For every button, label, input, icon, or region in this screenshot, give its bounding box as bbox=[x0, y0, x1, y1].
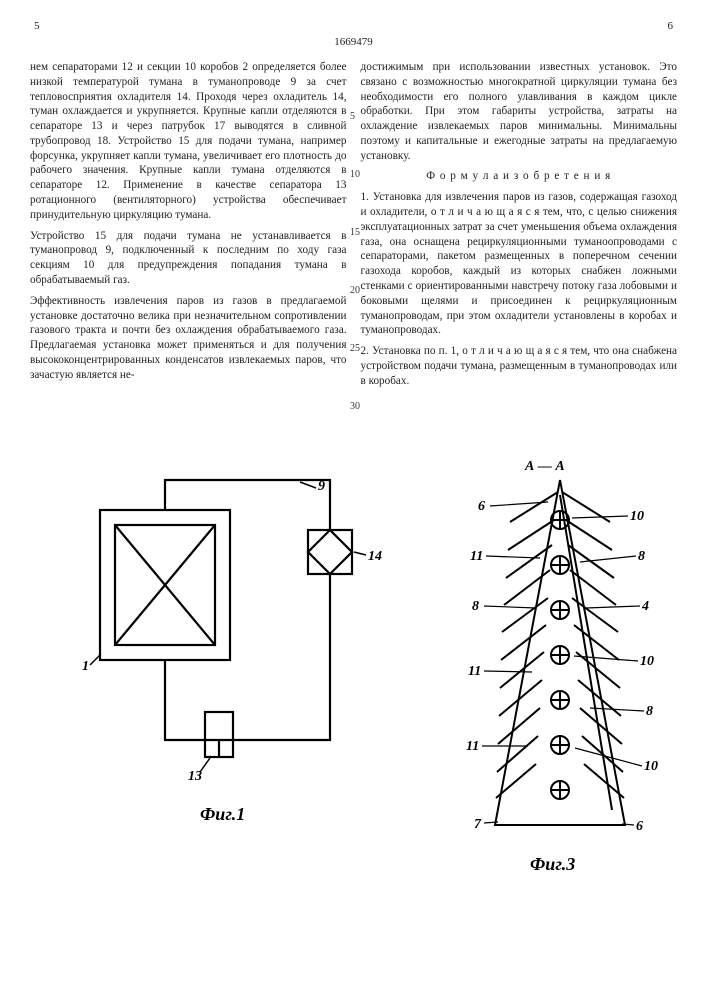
col1-para2: Устройство 15 для подачи тумана не устан… bbox=[30, 229, 347, 288]
section-label: А — А bbox=[524, 459, 565, 474]
ln: 25 bbox=[350, 344, 360, 354]
figures-area: 1 9 14 13 Фиг.1 А — А bbox=[30, 420, 677, 960]
co: 10 bbox=[640, 654, 654, 669]
claim-1: 1. Установка для извлечения паров из газ… bbox=[361, 190, 678, 338]
co: 8 bbox=[638, 549, 645, 564]
label-9: 9 bbox=[318, 479, 325, 494]
ln: 10 bbox=[350, 170, 360, 180]
co: 7 bbox=[474, 817, 482, 832]
co: 6 bbox=[478, 499, 485, 514]
claim-2: 2. Установка по п. 1, о т л и ч а ю щ а … bbox=[361, 344, 678, 388]
co: 6 bbox=[636, 819, 643, 834]
col1-para1: нем сепараторами 12 и секции 10 коробов … bbox=[30, 60, 347, 223]
co: 11 bbox=[466, 739, 479, 754]
page-num-left: 5 bbox=[34, 20, 40, 32]
page-num-right: 6 bbox=[668, 20, 674, 32]
ln: 5 bbox=[350, 112, 360, 122]
fig3-caption: Фиг.3 bbox=[530, 854, 575, 874]
header-row: 5 6 bbox=[30, 20, 677, 32]
col2-para1: достижимым при использовании известных у… bbox=[361, 60, 678, 163]
patent-number: 1669479 bbox=[30, 36, 677, 48]
formula-title: Ф о р м у л а и з о б р е т е н и я bbox=[361, 169, 678, 184]
column-right: достижимым при использовании известных у… bbox=[361, 60, 678, 420]
figure-1: 1 9 14 13 Фиг.1 bbox=[60, 460, 420, 860]
figure-3: А — А bbox=[430, 450, 690, 910]
co: 11 bbox=[468, 664, 481, 679]
fig1-caption: Фиг.1 bbox=[200, 804, 245, 824]
co: 8 bbox=[646, 704, 653, 719]
co: 8 bbox=[472, 599, 479, 614]
co: 10 bbox=[630, 509, 644, 524]
ln: 20 bbox=[350, 286, 360, 296]
co: 4 bbox=[641, 599, 649, 614]
column-left: нем сепараторами 12 и секции 10 коробов … bbox=[30, 60, 347, 420]
line-numbers: 5 10 15 20 25 30 bbox=[350, 70, 360, 412]
ln: 15 bbox=[350, 228, 360, 238]
label-14: 14 bbox=[368, 549, 382, 564]
co: 10 bbox=[644, 759, 658, 774]
co: 11 bbox=[470, 549, 483, 564]
patent-page: 5 6 1669479 нем сепараторами 12 и секции… bbox=[0, 0, 707, 1000]
fig3-left-callouts: 6 11 8 11 11 7 bbox=[466, 499, 548, 832]
ln: 30 bbox=[350, 402, 360, 412]
label-1: 1 bbox=[82, 659, 89, 674]
col1-para3: Эффективность извлечения паров из газов … bbox=[30, 294, 347, 383]
